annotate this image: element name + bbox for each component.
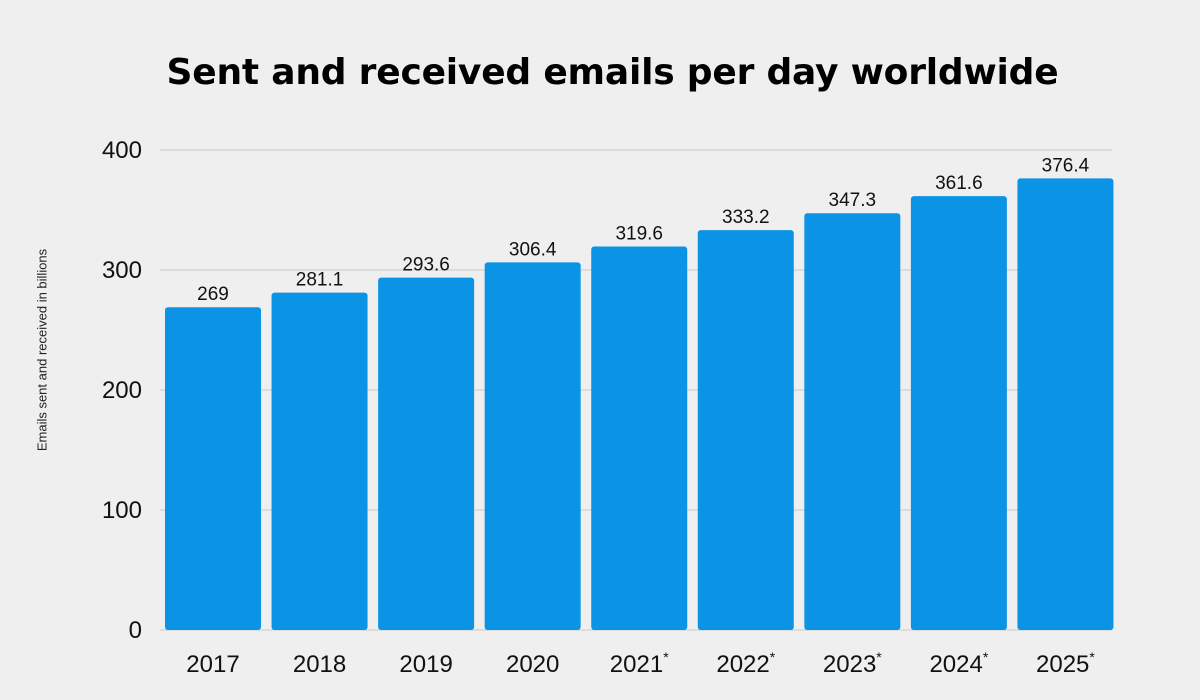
data-label: 281.1 — [296, 270, 344, 291]
data-label: 319.6 — [615, 223, 663, 244]
bar-2019 — [378, 277, 475, 630]
data-label: 269 — [197, 284, 229, 305]
x-tick-label: 2021* — [610, 649, 669, 678]
y-tick-label: 400 — [102, 137, 142, 164]
y-tick-label: 200 — [102, 377, 142, 404]
y-axis-ticks: 0 100 200 300 400 — [102, 137, 142, 644]
bar-2017 — [165, 307, 261, 630]
bar-2021 — [591, 246, 688, 631]
x-tick-label: 2019 — [399, 651, 452, 678]
data-label: 347.3 — [829, 190, 877, 211]
x-tick-label: 2024* — [929, 649, 988, 678]
chart-title: Sent and received emails per day worldwi… — [166, 52, 1059, 93]
x-tick-label: 2022* — [716, 649, 775, 678]
bar-2020 — [484, 262, 581, 630]
y-tick-label: 0 — [129, 617, 142, 644]
y-tick-label: 100 — [102, 497, 142, 524]
x-tick-label: 2017 — [186, 651, 239, 678]
data-label: 376.4 — [1042, 155, 1090, 176]
x-tick-label: 2025* — [1036, 649, 1095, 678]
bar-2023 — [804, 213, 901, 631]
x-axis-ticks: 2017 2018 2019 2020 2021* 2022* 2023* 2024* 2025… — [186, 649, 1095, 678]
bar-2025 — [1017, 178, 1114, 630]
x-tick-label: 2018 — [293, 651, 346, 678]
data-label: 293.6 — [402, 255, 450, 276]
bars — [165, 178, 1114, 631]
data-labels: 269 281.1 293.6 306.4 319.6 333.2 347.3 361.6 37… — [197, 155, 1090, 305]
y-tick-label: 300 — [102, 257, 142, 284]
bar-2024 — [910, 196, 1007, 630]
bar-2018 — [271, 292, 368, 630]
x-tick-label: 2020 — [506, 651, 559, 678]
data-label: 306.4 — [509, 239, 557, 260]
data-label: 361.6 — [935, 173, 983, 194]
data-label: 333.2 — [722, 207, 770, 228]
bar-2022 — [697, 230, 794, 630]
x-tick-label: 2023* — [823, 649, 882, 678]
